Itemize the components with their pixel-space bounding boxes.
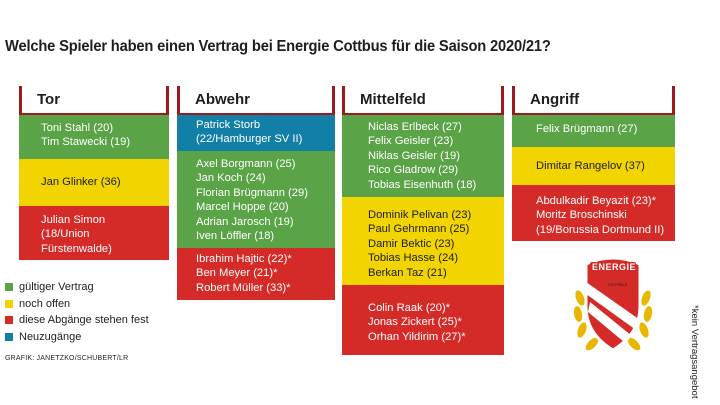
mittelfeld-red-box: Colin Raak (20)* Jonas Zickert (25)* Orh…: [342, 285, 504, 355]
column-tor: Tor Toni Stahl (20) Tim Stawecki (19) Ja…: [19, 86, 169, 260]
angriff-yellow-box: Dimitar Rangelov (37): [512, 147, 675, 185]
player: Florian Brügmann (29): [196, 186, 308, 199]
player: Marcel Hoppe (20): [196, 201, 289, 214]
player: Iven Löffler (18): [196, 230, 275, 243]
column-header-mittelfeld: Mittelfeld: [342, 86, 504, 115]
player: Ibrahim Hajtic (22)*: [196, 253, 292, 265]
player: (18/Union: [41, 228, 90, 241]
tor-red-box: Julian Simon (18/Union Fürstenwalde): [19, 206, 169, 260]
player: Orhan Yildirim (27)*: [368, 330, 466, 343]
player: Berkan Taz (21): [368, 266, 447, 279]
tor-green-box: Toni Stahl (20) Tim Stawecki (19): [19, 115, 169, 159]
legend: gültiger Vertrag noch offen diese Abgäng…: [5, 279, 149, 345]
player: Julian Simon: [41, 214, 106, 226]
player: Paul Gehrmann (25): [368, 223, 470, 236]
graphic-credit: GRAFIK: JANETZKO/SCHUBERT/LR: [5, 355, 129, 362]
player: Adrian Jarosch (19): [196, 215, 294, 228]
legend-label: noch offen: [19, 297, 71, 310]
abwehr-green-box: Axel Borgmann (25) Jan Koch (24) Florian…: [177, 151, 335, 248]
player: Tobias Hasse (24): [368, 252, 459, 265]
player: Dimitar Rangelov (37): [536, 160, 645, 172]
player: Tim Stawecki (19): [41, 136, 131, 149]
angriff-green-box: Felix Brügmann (27): [512, 115, 675, 147]
player: Moritz Broschinski: [536, 209, 627, 222]
player: Colin Raak (20)*: [368, 302, 451, 314]
player: Toni Stahl (20): [41, 122, 114, 134]
player: Niclas Erlbeck (27): [368, 121, 462, 133]
player: Damir Bektic (23): [368, 237, 455, 250]
column-abwehr: Abwehr Patrick Storb (22/Hamburger SV II…: [177, 86, 335, 300]
footnote: *kein Vertragsangebot: [689, 305, 700, 399]
legend-item: noch offen: [5, 296, 149, 313]
column-mittelfeld: Mittelfeld Niclas Erlbeck (27) Felix Gei…: [342, 86, 504, 355]
column-angriff: Angriff Felix Brügmann (27) Dimitar Rang…: [512, 86, 675, 241]
legend-label: Neuzugänge: [19, 330, 82, 343]
player: Jan Glinker (36): [41, 176, 121, 188]
page-title: Welche Spieler haben einen Vertrag bei E…: [5, 38, 551, 55]
legend-label: gültiger Vertrag: [19, 281, 94, 293]
player: (19/Borussia Dortmund II): [536, 223, 665, 236]
column-header-abwehr: Abwehr: [177, 86, 335, 115]
abwehr-red-box: Ibrahim Hajtic (22)* Ben Meyer (21)* Rob…: [177, 248, 335, 300]
abwehr-blue-box: Patrick Storb (22/Hamburger SV II): [177, 115, 335, 151]
player: Dominik Pelivan (23): [368, 209, 472, 221]
mittelfeld-yellow-box: Dominik Pelivan (23) Paul Gehrmann (25) …: [342, 197, 504, 285]
mittelfeld-green-box: Niclas Erlbeck (27) Felix Geisler (23) N…: [342, 115, 504, 197]
legend-item: gültiger Vertrag: [5, 279, 149, 296]
player: Niklas Geisler (19): [368, 149, 461, 162]
player: Ben Meyer (21)*: [196, 267, 278, 280]
legend-label: diese Abgänge stehen fest: [19, 314, 149, 326]
energie-cottbus-crest-icon: ENERGIE COTTBUS: [570, 248, 656, 365]
crest-text: ENERGIE: [592, 262, 637, 272]
legend-item: Neuzugänge: [5, 329, 149, 346]
player: Robert Müller (33)*: [196, 281, 291, 294]
crest-subtext: COTTBUS: [608, 282, 628, 287]
column-header-angriff: Angriff: [512, 86, 675, 115]
player: Fürstenwalde): [41, 242, 112, 255]
column-header-tor: Tor: [19, 86, 169, 115]
legend-swatch-yellow: [5, 299, 13, 308]
legend-item: diese Abgänge stehen fest: [5, 312, 149, 329]
player: Rico Gladrow (29): [368, 164, 459, 177]
player: Tobias Eisenhuth (18): [368, 178, 477, 191]
player: Felix Geisler (23): [368, 135, 454, 148]
legend-swatch-red: [5, 316, 13, 325]
player: Jan Koch (24): [196, 172, 266, 185]
player: Axel Borgmann (25): [196, 158, 296, 170]
player: (22/Hamburger SV II): [196, 133, 303, 146]
angriff-red-box: Abdulkadir Beyazit (23)* Moritz Broschin…: [512, 185, 675, 241]
legend-swatch-blue: [5, 332, 13, 341]
legend-swatch-green: [5, 283, 13, 292]
player: Patrick Storb: [196, 119, 261, 131]
tor-yellow-box: Jan Glinker (36): [19, 159, 169, 206]
player: Jonas Zickert (25)*: [368, 316, 462, 329]
player: Abdulkadir Beyazit (23)*: [536, 195, 657, 207]
player: Felix Brügmann (27): [536, 123, 638, 135]
